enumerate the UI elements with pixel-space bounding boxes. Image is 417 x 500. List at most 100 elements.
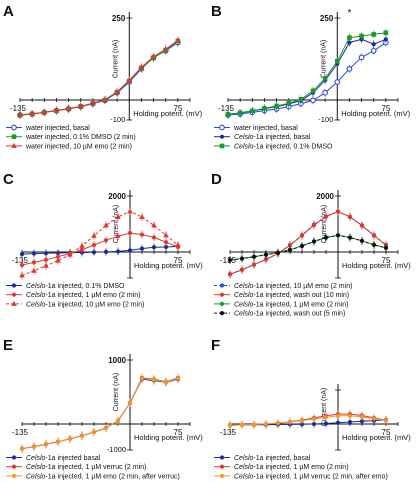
panel-letter: B	[211, 3, 222, 20]
data-point	[275, 420, 281, 426]
legend-label-text: -1a injected, basal	[253, 455, 310, 462]
legend-marker	[219, 292, 225, 297]
data-point	[91, 242, 97, 248]
data-point	[67, 436, 73, 441]
x-max-label: 75	[174, 428, 183, 437]
series-1	[19, 242, 181, 259]
data-point	[65, 105, 72, 111]
series-line	[19, 42, 179, 116]
data-point	[311, 223, 317, 228]
legend-label: Celslo-1a injected, 1 µM verruc (2 min, …	[234, 473, 388, 480]
legend-label-text: water injected, 10 µM emo (2 min)	[25, 143, 132, 150]
data-point	[371, 242, 377, 247]
legend-marker	[219, 464, 225, 469]
y-max-label: 2000	[316, 192, 334, 201]
data-point	[126, 77, 133, 83]
data-point	[311, 421, 317, 427]
legend-label: Celslo-1a injected, 1 µM emo (2 min)	[234, 464, 349, 471]
data-point	[323, 235, 329, 240]
panel-letter: F	[211, 337, 220, 354]
data-point	[263, 421, 269, 426]
series-2	[19, 228, 181, 269]
legend-label-text: water injected, basal	[233, 125, 298, 132]
y-min-label: -100	[110, 115, 125, 124]
data-point	[151, 222, 157, 228]
legend-marker	[219, 134, 225, 139]
data-point	[371, 233, 377, 238]
data-point	[163, 379, 169, 385]
legend-item: Celslo-1a injected, 1 µM emo (2 min)	[214, 464, 349, 471]
data-point	[299, 418, 305, 423]
legend-item: Celslo-1a injected, wash out (5 min)	[214, 311, 345, 318]
data-point	[90, 100, 96, 106]
panel-letter: E	[3, 337, 13, 354]
legend-label-gene: Celslo	[234, 455, 254, 462]
legend-label-text: -1a injected, 10 µM emo (2 min)	[253, 283, 352, 290]
legend-label: Celslo-1a injected, basal	[234, 134, 311, 141]
data-point	[43, 257, 49, 262]
data-point	[370, 47, 377, 54]
data-point	[55, 439, 61, 444]
legend-item: Celslo-1a injected, basal	[214, 455, 311, 462]
data-point	[347, 35, 352, 40]
legend-label-gene: Celslo	[26, 292, 46, 299]
x-max-label: 75	[382, 256, 391, 265]
data-point	[151, 235, 157, 240]
data-point	[43, 262, 49, 268]
series-line	[229, 211, 387, 275]
legend-label: Celslo-1a injected, 10 µM emo (2 min)	[26, 301, 144, 308]
data-point	[239, 422, 245, 427]
data-point	[335, 420, 341, 425]
data-point	[347, 40, 352, 45]
data-point	[103, 249, 109, 254]
legend-label-gene: Celslo	[234, 134, 254, 141]
series-3	[227, 231, 389, 264]
legend-label-text: -1a injected, 1 µM emo (2 min)	[253, 464, 348, 471]
series-2	[225, 35, 388, 119]
legend-label: Celslo-1a injected, 1 µM emo (2 min, aft…	[26, 473, 180, 480]
y-axis-title: Current (nA)	[113, 205, 120, 244]
data-point	[263, 252, 269, 257]
data-point	[239, 256, 245, 261]
data-point	[311, 239, 317, 244]
legend-label: Celslo-1a injected basal	[26, 455, 101, 462]
data-point	[91, 429, 97, 435]
data-point	[103, 222, 109, 228]
legend-label: water injected, 10 µM emo (2 min)	[25, 143, 132, 150]
legend-marker	[219, 124, 225, 131]
legend-label: Celslo-1a injected, 1 µM emo (2 min)	[234, 301, 349, 308]
data-point	[323, 214, 329, 219]
data-point	[287, 247, 293, 252]
data-point	[335, 413, 341, 418]
data-point	[274, 103, 279, 109]
legend-label: Celslo-1a injected, 0.1% DMSO	[234, 143, 333, 150]
data-point	[163, 232, 169, 238]
series-3	[17, 36, 181, 119]
legend-label-gene: Celslo	[26, 455, 46, 462]
legend-label-text: water injected, 0.1% DMSO (2 min)	[25, 134, 136, 141]
data-point	[347, 413, 353, 418]
data-point	[127, 208, 133, 214]
data-point	[359, 33, 364, 39]
data-point	[347, 419, 353, 425]
legend-item: water injected, basal	[6, 124, 90, 132]
legend-label-text: -1a injected, wash out (5 min)	[253, 311, 345, 318]
series-1	[17, 38, 181, 119]
data-point	[335, 233, 341, 238]
legend-marker	[11, 300, 17, 306]
legend-item: Celslo-1a injected, 1 µM emo (2 min)	[6, 292, 141, 299]
data-point	[115, 249, 121, 254]
data-point	[29, 110, 35, 116]
legend-label: Celslo-1a injected, wash out (5 min)	[234, 311, 345, 318]
data-point	[19, 251, 25, 257]
x-min-label: -135	[220, 428, 237, 437]
data-point	[299, 243, 305, 249]
y-axis-title: Current (nA)	[113, 373, 120, 412]
data-point	[251, 254, 257, 259]
legend-item: Celslo-1a injected, basal	[214, 134, 311, 141]
legend-label-text: -1a injected, 1 µM emo (2 min)	[45, 292, 140, 299]
data-point	[323, 421, 329, 426]
